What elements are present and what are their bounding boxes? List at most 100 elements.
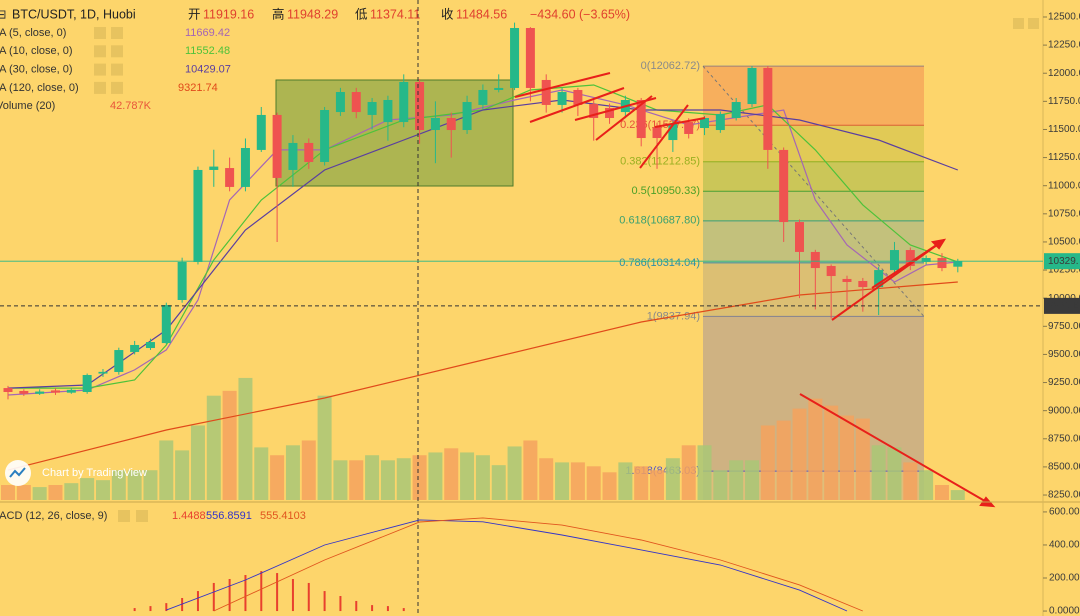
candle-body [668, 123, 678, 141]
volume-bar [333, 460, 348, 500]
y-tick-label: 9000.00 [1048, 405, 1080, 416]
volume-bar [824, 405, 839, 500]
macd-histogram-bar [371, 605, 374, 612]
macd-histogram-bar [244, 575, 247, 612]
candle-body [209, 166, 219, 170]
trend-line [574, 97, 657, 121]
arrow-head [930, 238, 947, 250]
candle-body [225, 168, 235, 187]
candle-body [177, 261, 187, 300]
legend-button[interactable] [111, 63, 123, 76]
ohlc-value: 11919.16 [203, 7, 254, 21]
candle-body [921, 258, 931, 262]
macd-value: 555.4103 [260, 510, 306, 522]
y-tick-label: 9500.00 [1048, 349, 1080, 360]
candle-body [478, 89, 488, 105]
macd-y-tick-label: 0.0000 [1049, 606, 1080, 616]
volume-bar [222, 390, 237, 500]
candle-body [335, 92, 345, 113]
trend-line [595, 95, 653, 141]
candle-body [874, 270, 884, 288]
volume-bar [317, 395, 332, 500]
candle-body [889, 250, 899, 271]
volume-bar [903, 462, 918, 500]
volume-bar [697, 445, 712, 500]
crosshair-label-box [1044, 297, 1080, 314]
candle-body [858, 280, 868, 288]
candle-body [779, 149, 789, 223]
volume-bar [16, 485, 31, 500]
watermark-icon [9, 467, 26, 478]
candle-body [605, 107, 615, 118]
trend-line [871, 239, 945, 289]
legend-button[interactable] [111, 81, 123, 94]
macd-histogram-bar [402, 608, 405, 612]
legend-button[interactable] [118, 510, 130, 522]
volume-bar [365, 455, 380, 500]
candle-body [636, 99, 646, 139]
legend-button[interactable] [94, 45, 106, 58]
legend-button[interactable] [94, 63, 106, 76]
candle-body [557, 92, 567, 105]
volume-bar [934, 485, 949, 500]
candle-body [747, 67, 757, 105]
trend-line [639, 104, 689, 169]
change: −434.60 (−3.65%) [530, 7, 630, 21]
ohlc-label: 高 [272, 6, 285, 21]
legend-button[interactable] [111, 45, 123, 58]
candle-body [826, 266, 836, 277]
volume-legend: Volume (20) [0, 100, 55, 112]
candle-body [446, 117, 456, 131]
y-tick-label: 12000.00 [1048, 68, 1080, 79]
volume-bar [238, 377, 253, 500]
volume-bar [776, 420, 791, 500]
candle-body [905, 250, 915, 267]
candle-body [937, 258, 947, 269]
candle-body [351, 92, 361, 113]
watermark: Chart by TradingView [42, 467, 147, 479]
volume-bar [602, 472, 617, 500]
candle-body [430, 117, 440, 131]
volume-bar [80, 478, 95, 500]
collapse-icon[interactable]: ⊟ [0, 7, 6, 21]
range-box [275, 79, 514, 187]
y-tick-label: 11000.00 [1048, 180, 1080, 191]
volume-bar [444, 448, 459, 500]
candle-body [525, 28, 535, 88]
volume-bar [254, 447, 269, 500]
candle-body [66, 389, 76, 393]
macd-histogram-bar [355, 600, 358, 612]
legend-button[interactable] [111, 27, 123, 39]
legend-button[interactable] [136, 510, 148, 522]
volume-bar [64, 483, 79, 500]
volume-bar [665, 458, 680, 500]
pane-button[interactable] [1028, 18, 1039, 29]
legend-button[interactable] [94, 81, 106, 94]
ohlc-value: 11374.11 [370, 7, 420, 21]
macd-layer [133, 517, 863, 612]
macd-y-tick-label: 600.0000 [1049, 507, 1080, 518]
fib-label: 0.786(10314.04) [619, 257, 700, 269]
candle-body [810, 251, 820, 269]
volume-bar [475, 455, 490, 500]
macd-histogram-bar [228, 578, 231, 612]
volume-bar [729, 460, 744, 500]
volume-bar [127, 470, 142, 500]
candle-body [415, 81, 425, 131]
volume-bar [32, 487, 47, 500]
macd-legend: MACD (12, 26, close, 9) [0, 510, 107, 522]
volume-bar [792, 408, 807, 500]
legend-button[interactable] [94, 27, 106, 39]
volume-bar [349, 460, 364, 500]
fib-band [703, 125, 924, 162]
candle-body [367, 102, 377, 115]
price-label-box [1044, 253, 1080, 270]
candle-body [700, 117, 710, 129]
macd-y-tick-label: 400.0000 [1049, 540, 1080, 551]
macd-histogram-bar [196, 591, 199, 612]
volume-bar [175, 450, 190, 500]
macd-histogram-bar [339, 596, 342, 612]
pane-button[interactable] [1013, 18, 1024, 29]
y-tick-label: 8250.00 [1048, 490, 1080, 501]
